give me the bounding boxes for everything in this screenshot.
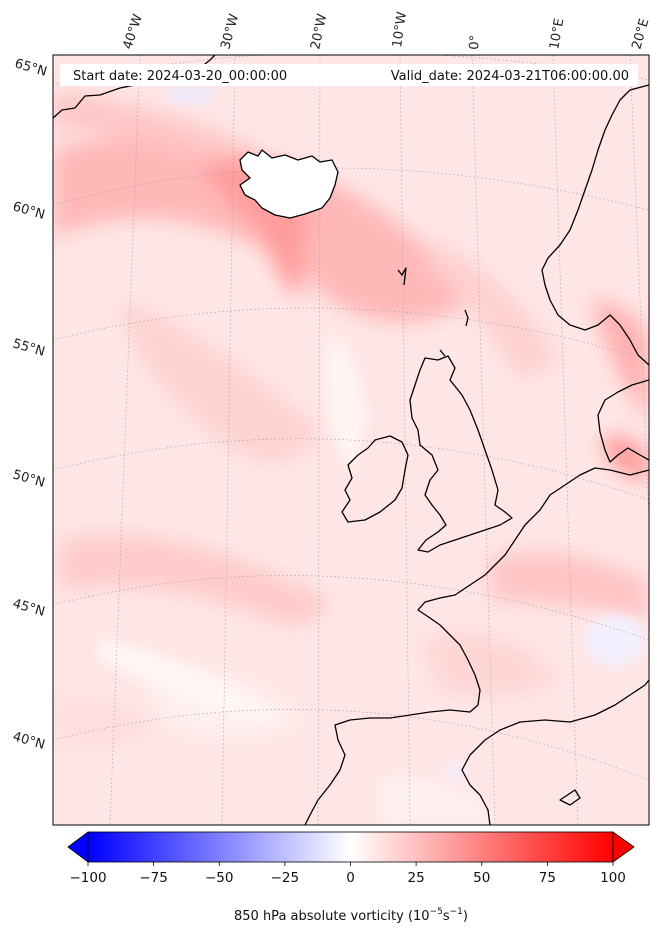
colorbar-ticks: −100 −75 −50 −25 0 25 50 75 100: [69, 862, 626, 886]
norway-coast: [541, 84, 649, 366]
lon-label: 30°W: [218, 12, 242, 51]
lat-label: 50°N: [11, 467, 47, 490]
colorbar-gradient: [87, 831, 614, 863]
colorbar: −100 −75 −50 −25 0 25 50 75 100 850 hPa absolute…: [67, 831, 635, 924]
colorbar-tick-label: −25: [271, 870, 300, 886]
iberia-coast: [461, 679, 649, 825]
great-britain-coast: [409, 355, 513, 553]
lat-label: 55°N: [11, 336, 47, 359]
lon-label: 40°W: [121, 12, 146, 51]
lat-label: 65°N: [13, 56, 49, 79]
colorbar-title-main: 850 hPa absolute vorticity (10: [234, 909, 430, 924]
colorbar-extend-high: [612, 831, 635, 863]
lon-label: 20°W: [308, 12, 330, 50]
colorbar-tick-label: −75: [139, 870, 168, 886]
vorticity-field-whites: [100, 87, 645, 825]
colorbar-tick-label: 50: [473, 870, 490, 886]
lon-label: 20°E: [629, 17, 652, 51]
colorbar-tick-label: 25: [408, 870, 425, 886]
map-area: [53, 55, 649, 825]
colorbar-tick-label: 100: [600, 870, 626, 886]
colorbar-extend-low: [67, 831, 89, 863]
header-box: [60, 64, 638, 86]
lat-label: 60°N: [11, 199, 47, 222]
continent-coast: [304, 467, 649, 825]
colorbar-tick-label: −50: [205, 870, 234, 886]
colorbar-exponent-1: −5: [430, 907, 443, 917]
valid-date: Valid_date: 2024-03-21T06:00:00.00: [391, 69, 629, 84]
start-date: Start date: 2024-03-20_00:00:00: [73, 69, 287, 84]
colorbar-title: 850 hPa absolute vorticity (10−5s−1): [234, 907, 468, 924]
colorbar-title-end: ): [463, 909, 468, 924]
denmark-coast: [597, 379, 649, 463]
colorbar-exponent-2: −1: [450, 907, 463, 917]
lon-label: 10°E: [547, 17, 567, 50]
lon-labels: 40°W 30°W 20°W 10°W 0° 10°E 20°E: [121, 11, 653, 51]
lat-label: 45°N: [11, 596, 47, 619]
lat-label: 40°N: [11, 729, 47, 752]
coastlines: [53, 55, 649, 825]
ireland-coast: [341, 435, 409, 523]
lon-label: 0°: [467, 34, 483, 50]
map-border: [52, 54, 650, 826]
lat-labels: 65°N 60°N 55°N 50°N 45°N 40°N: [11, 56, 49, 752]
colorbar-tick-label: 75: [539, 870, 556, 886]
colorbar-tick-label: −100: [69, 870, 106, 886]
colorbar-tick-label: 0: [346, 870, 355, 886]
iceland-coast: [239, 149, 339, 219]
colorbar-unit: s: [443, 909, 450, 924]
lon-label: 10°W: [390, 11, 410, 49]
